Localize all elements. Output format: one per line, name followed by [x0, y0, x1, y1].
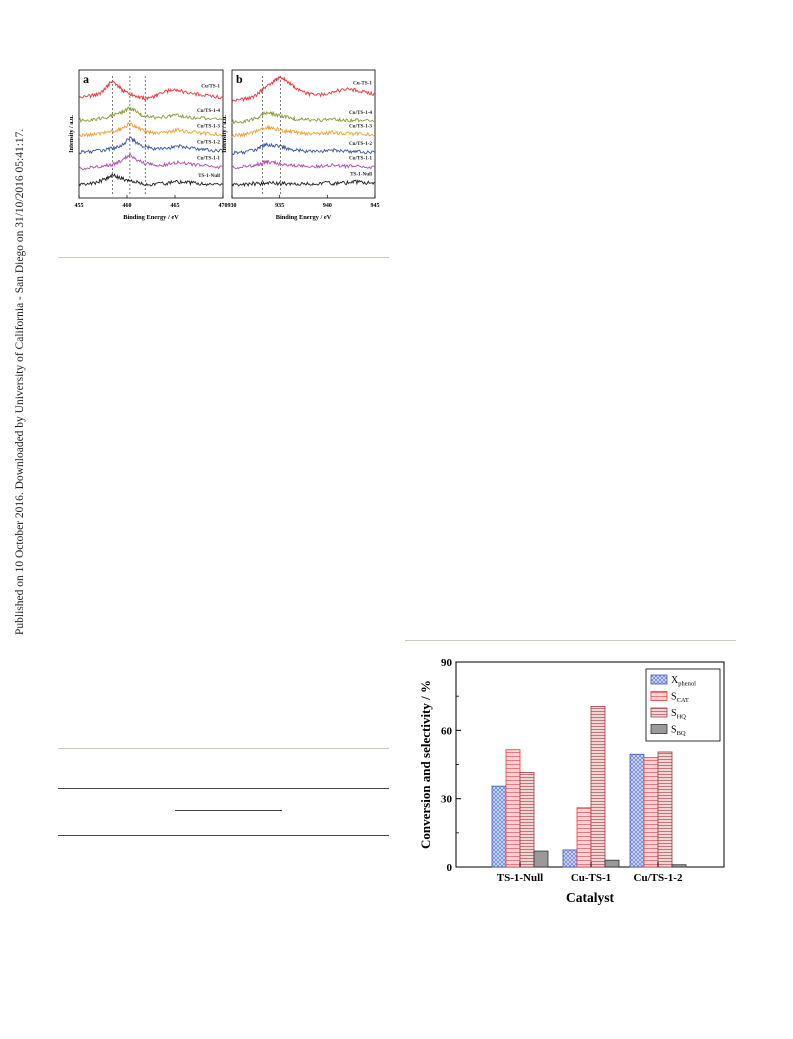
x-tick-label: 945 — [371, 203, 380, 209]
panel-label: a — [83, 72, 89, 86]
series-label: Cu/TS-1 — [201, 84, 220, 90]
spectrum-cu-ts-1-2 — [78, 136, 224, 155]
spectrum-cu-ts-1-1 — [78, 152, 224, 171]
x-axis-label: Binding Energy / eV — [123, 214, 179, 221]
legend-label: SCAT — [671, 692, 689, 705]
series-label: TS-1-Null — [350, 171, 372, 177]
legend-label: SBQ — [671, 725, 686, 738]
spectrum-cu-ts-1-1 — [231, 159, 376, 170]
bar-cu-ts-1-xphenol — [562, 849, 578, 868]
panel-label: b — [236, 72, 243, 86]
plot-frame — [231, 69, 376, 199]
x-tick-label: 940 — [323, 203, 332, 209]
table-bottom-rule — [58, 835, 389, 836]
bar-cu-ts-1-2-xphenol — [629, 753, 645, 868]
series-label: Cu/TS-1-1 — [349, 155, 372, 161]
spectrum-ts-1-null — [231, 179, 376, 188]
section-divider — [405, 640, 736, 641]
series-label: Cu/TS-1-4 — [349, 110, 372, 116]
series-label: Cu/TS-1-4 — [197, 108, 220, 114]
x-axis-label: Catalyst — [566, 890, 614, 905]
download-watermark: Published on 10 October 2016. Downloaded… — [0, 0, 26, 1039]
spectrum-cu-ts-1-2 — [231, 142, 376, 156]
y-axis-label: Intensity / a.u. — [222, 115, 228, 153]
series-label: Cu-TS-1 — [353, 80, 372, 86]
x-tick-label: Cu/TS-1-2 — [634, 872, 683, 884]
spectrum-ts-1-null — [78, 173, 224, 187]
bar-ts-1-null-scat — [505, 749, 521, 868]
y-tick-label: 90 — [441, 657, 453, 669]
download-note: Published on 10 October 2016. Downloaded… — [14, 128, 26, 635]
series-label: Cu/TS-1-2 — [349, 141, 372, 147]
y-axis-label: Conversion and selectivity / % — [418, 680, 433, 849]
series-label: TS-1-Null — [198, 173, 220, 179]
spectrum-cu-ts-1 — [231, 76, 376, 103]
y-tick-label: 60 — [441, 725, 453, 737]
x-tick-label: 465 — [171, 203, 180, 209]
legend-swatch — [650, 674, 668, 685]
section-divider — [58, 748, 389, 749]
spectrum-cu-ts-1 — [78, 80, 224, 101]
section-divider — [58, 257, 389, 258]
bar-cu-ts-1-2-scat — [643, 757, 659, 868]
table-header-rule — [175, 810, 282, 811]
x-axis-label: Binding Energy / eV — [276, 214, 332, 221]
spectrum-cu-ts-1-3 — [78, 122, 224, 138]
y-axis-label: Intensity / a.u. — [68, 115, 75, 153]
series-label: Cu/TS-1-1 — [197, 155, 220, 161]
bar-ts-1-null-sbq — [533, 850, 549, 868]
legend-swatch — [650, 724, 668, 734]
y-tick-label: 0 — [447, 862, 453, 874]
catalyst-bar-chart: 0 30 60 90 TS-1-Null Cu-TS-1 Cu/TS-1-2 Catalyst… — [418, 657, 725, 905]
bar-cu-ts-1-shq — [590, 706, 606, 868]
legend-swatch — [650, 707, 668, 718]
bar-ts-1-null-xphenol — [491, 785, 507, 868]
xps-panel-a: Cu/TS-1 Cu/TS-1-4 Cu/TS-1-3 Cu/TS-1-2 Cu/TS-… — [68, 69, 228, 221]
plot-frame — [78, 69, 224, 199]
spectrum-cu-ts-1-3 — [231, 124, 376, 138]
spectrum-cu-ts-1-4 — [231, 110, 376, 125]
spectrum-cu-ts-1-4 — [78, 106, 224, 123]
bar-cu-ts-1-2-shq — [657, 751, 673, 868]
legend-label: SHQ — [671, 708, 686, 721]
series-label: Cu/TS-1-3 — [197, 123, 220, 129]
bar-ts-1-null-shq — [519, 772, 535, 868]
x-tick-label: 935 — [275, 203, 284, 209]
x-tick-label: 460 — [123, 203, 132, 209]
x-tick-label: 470 — [219, 203, 228, 209]
bar-cu-ts-1-sbq — [604, 859, 620, 868]
xps-panel-b: Cu-TS-1 Cu/TS-1-4 Cu/TS-1-3 Cu/TS-1-2 Cu/TS-… — [222, 69, 380, 221]
x-tick-label: TS-1-Null — [497, 872, 543, 884]
table-top-rule — [58, 788, 389, 789]
legend-swatch — [650, 691, 668, 701]
x-tick-label: 930 — [228, 203, 237, 209]
x-tick-label: 455 — [75, 203, 84, 209]
series-label: Cu/TS-1-2 — [197, 139, 220, 145]
series-label: Cu/TS-1-3 — [349, 123, 372, 129]
bar-cu-ts-1-scat — [576, 807, 592, 868]
legend-label: Xphenol — [671, 675, 696, 688]
bar-cu-ts-1-2-sbq — [671, 864, 687, 868]
x-tick-label: Cu-TS-1 — [571, 872, 611, 884]
y-tick-label: 30 — [441, 794, 453, 806]
